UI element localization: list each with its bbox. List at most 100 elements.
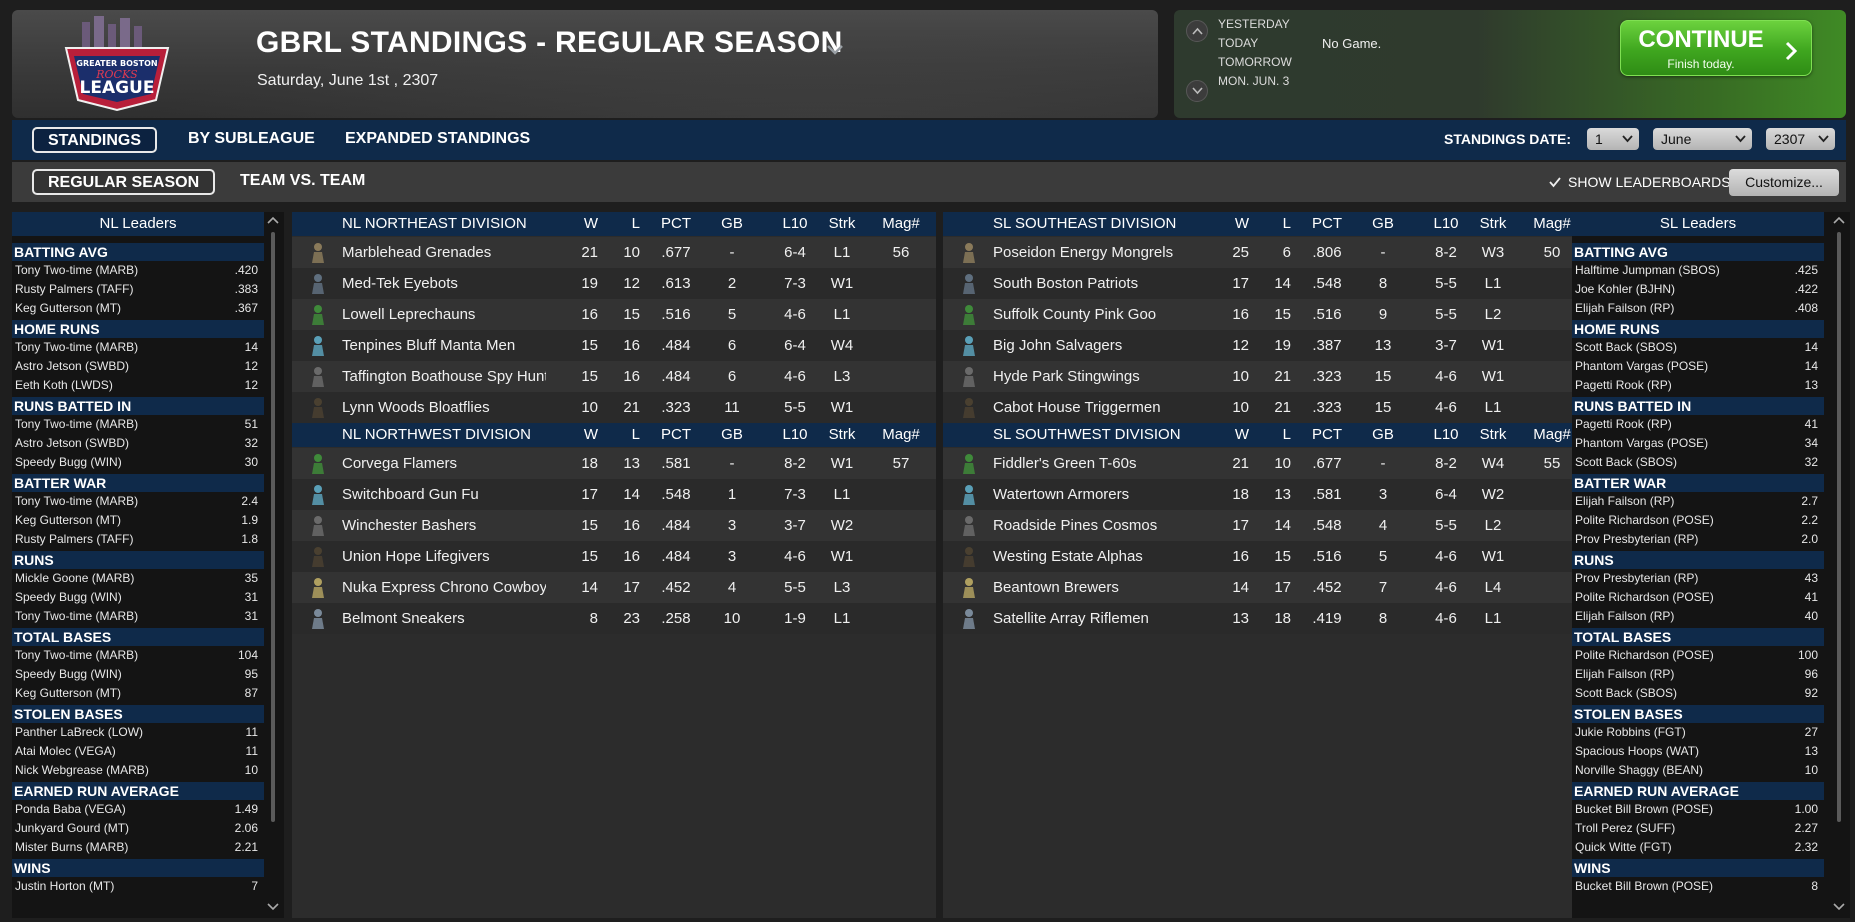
leader-row[interactable]: Phantom Vargas (POSE) 34 (1572, 434, 1824, 453)
column-header-gb[interactable]: GB (1372, 426, 1394, 443)
team-name[interactable]: Watertown Armorers (993, 486, 1130, 503)
show-leaderboards-checkbox[interactable] (1548, 175, 1562, 189)
leader-row[interactable]: Astro Jetson (SWBD) 32 (12, 434, 264, 453)
column-header-l10[interactable]: L10 (782, 426, 808, 443)
team-row[interactable]: Big John Salvagers 12 19 .387 13 3-7 W1 (943, 330, 1587, 361)
leader-row[interactable]: Scott Back (SBOS) 14 (1572, 338, 1824, 357)
column-header-gb[interactable]: GB (1372, 215, 1394, 232)
team-name[interactable]: Satellite Array Riflemen (993, 610, 1149, 627)
team-row[interactable]: Switchboard Gun Fu 17 14 .548 1 7-3 L1 (292, 479, 936, 510)
team-row[interactable]: Marblehead Grenades 21 10 .677 - 6-4 L1 56 (292, 237, 936, 268)
team-row[interactable]: Hyde Park Stingwings 10 21 .323 15 4-6 W1 (943, 361, 1587, 392)
leader-row[interactable]: Joe Kohler (BJHN) .422 (1572, 280, 1824, 299)
team-name[interactable]: Fiddler's Green T-60s (993, 455, 1137, 472)
leader-row[interactable]: Atai Molec (VEGA) 11 (12, 742, 264, 761)
leader-row[interactable]: Prov Presbyterian (RP) 2.0 (1572, 530, 1824, 549)
team-row[interactable]: Westing Estate Alphas 16 15 .516 5 4-6 W1 (943, 541, 1587, 572)
tab-standings[interactable]: STANDINGS (32, 127, 158, 153)
column-header-gb[interactable]: GB (721, 426, 743, 443)
leader-row[interactable]: Polite Richardson (POSE) 41 (1572, 588, 1824, 607)
schedule-day-tomorrow[interactable]: TOMORROW (1218, 55, 1292, 69)
leader-row[interactable]: Speedy Bugg (WIN) 31 (12, 588, 264, 607)
schedule-day-today[interactable]: TODAY (1218, 36, 1259, 50)
team-name[interactable]: Belmont Sneakers (342, 610, 465, 627)
leader-row[interactable]: Jukie Robbins (FGT) 27 (1572, 723, 1824, 742)
leader-row[interactable]: Pagetti Rook (RP) 13 (1572, 376, 1824, 395)
column-header-strk[interactable]: Strk (828, 215, 856, 232)
column-header-w[interactable]: W (1234, 426, 1249, 443)
leader-row[interactable]: Tony Two-time (MARB) .420 (12, 261, 264, 280)
team-name[interactable]: Beantown Brewers (993, 579, 1119, 596)
column-header-mag[interactable]: Mag# (1533, 215, 1571, 232)
schedule-up-button[interactable] (1186, 20, 1208, 42)
leader-row[interactable]: Troll Perez (SUFF) 2.27 (1572, 819, 1824, 838)
column-header-pct[interactable]: PCT (1312, 215, 1342, 232)
schedule-down-button[interactable] (1186, 80, 1208, 102)
leader-row[interactable]: Quick Witte (FGT) 2.32 (1572, 838, 1824, 857)
leader-row[interactable]: Speedy Bugg (WIN) 30 (12, 453, 264, 472)
leader-row[interactable]: Tony Two-time (MARB) 51 (12, 415, 264, 434)
scroll-up-icon[interactable] (266, 215, 280, 225)
team-row[interactable]: Beantown Brewers 14 17 .452 7 4-6 L4 (943, 572, 1587, 603)
team-row[interactable]: Med-Tek Eyebots 19 12 .613 2 7-3 W1 (292, 268, 936, 299)
column-header-strk[interactable]: Strk (828, 426, 856, 443)
column-header-pct[interactable]: PCT (661, 215, 691, 232)
tab-team-vs-team[interactable]: TEAM VS. TEAM (240, 172, 366, 189)
leader-row[interactable]: Scott Back (SBOS) 92 (1572, 684, 1824, 703)
leader-row[interactable]: Scott Back (SBOS) 32 (1572, 453, 1824, 472)
leader-row[interactable]: Pagetti Rook (RP) 41 (1572, 415, 1824, 434)
leader-row[interactable]: Justin Horton (MT) 7 (12, 877, 264, 896)
scroll-down-icon[interactable] (1832, 902, 1846, 912)
team-row[interactable]: Belmont Sneakers 8 23 .258 10 1-9 L1 (292, 603, 936, 634)
column-header-strk[interactable]: Strk (1479, 426, 1507, 443)
team-name[interactable]: Marblehead Grenades (342, 244, 492, 261)
leader-row[interactable]: Elijah Failson (RP) .408 (1572, 299, 1824, 318)
scroll-down-icon[interactable] (266, 902, 280, 912)
leader-row[interactable]: Tony Two-time (MARB) 31 (12, 607, 264, 626)
scroll-thumb[interactable] (271, 232, 275, 822)
column-header-gb[interactable]: GB (721, 215, 743, 232)
team-row[interactable]: Satellite Array Riflemen 13 18 .419 8 4-6 L1 (943, 603, 1587, 634)
leader-row[interactable]: Norville Shaggy (BEAN) 10 (1572, 761, 1824, 780)
team-name[interactable]: Nuka Express Chrono Cowboys (342, 579, 546, 596)
team-row[interactable]: Tenpines Bluff Manta Men 15 16 .484 6 6-4 W4 (292, 330, 936, 361)
leader-row[interactable]: Mister Burns (MARB) 2.21 (12, 838, 264, 857)
leader-row[interactable]: Polite Richardson (POSE) 2.2 (1572, 511, 1824, 530)
team-name[interactable]: Hyde Park Stingwings (993, 368, 1140, 385)
leader-row[interactable]: Phantom Vargas (POSE) 14 (1572, 357, 1824, 376)
column-header-w[interactable]: W (583, 426, 598, 443)
team-row[interactable]: Poseidon Energy Mongrels 25 6 .806 - 8-2 W3 50 (943, 237, 1587, 268)
show-leaderboards-label[interactable]: SHOW LEADERBOARDS (1568, 174, 1731, 190)
tab-by-subleague[interactable]: BY SUBLEAGUE (188, 130, 315, 147)
team-name[interactable]: Winchester Bashers (342, 517, 477, 534)
schedule-day-yesterday[interactable]: YESTERDAY (1218, 17, 1290, 31)
leader-row[interactable]: Keg Gutterson (MT) 1.9 (12, 511, 264, 530)
column-header-mag[interactable]: Mag# (882, 426, 920, 443)
team-row[interactable]: Fiddler's Green T-60s 21 10 .677 - 8-2 W4 55 (943, 448, 1587, 479)
scroll-up-icon[interactable] (1832, 215, 1846, 225)
leader-row[interactable]: Tony Two-time (MARB) 2.4 (12, 492, 264, 511)
column-header-l10[interactable]: L10 (782, 215, 808, 232)
leader-row[interactable]: Spacious Hoops (WAT) 13 (1572, 742, 1824, 761)
leader-row[interactable]: Astro Jetson (SWBD) 12 (12, 357, 264, 376)
team-name[interactable]: Corvega Flamers (342, 455, 458, 472)
leader-row[interactable]: Rusty Palmers (TAFF) .383 (12, 280, 264, 299)
team-row[interactable]: Nuka Express Chrono Cowboys 14 17 .452 4 5-5 L… (292, 572, 936, 603)
team-name[interactable]: Roadside Pines Cosmos (993, 517, 1158, 534)
column-header-w[interactable]: W (1234, 215, 1249, 232)
team-name[interactable]: Switchboard Gun Fu (342, 486, 479, 503)
leader-row[interactable]: Nick Webgrease (MARB) 10 (12, 761, 264, 780)
column-header-pct[interactable]: PCT (661, 426, 691, 443)
leader-row[interactable]: Bucket Bill Brown (POSE) 8 (1572, 877, 1824, 896)
team-row[interactable]: Suffolk County Pink Goo 16 15 .516 9 5-5 L2 (943, 299, 1587, 330)
leader-row[interactable]: Prov Presbyterian (RP) 43 (1572, 569, 1824, 588)
standings-month-select[interactable]: June (1653, 128, 1752, 150)
leader-row[interactable]: Junkyard Gourd (MT) 2.06 (12, 819, 264, 838)
team-name[interactable]: Med-Tek Eyebots (342, 275, 458, 292)
team-name[interactable]: Suffolk County Pink Goo (993, 306, 1157, 323)
team-name[interactable]: Union Hope Lifegivers (342, 548, 490, 565)
leader-row[interactable]: Elijah Failson (RP) 2.7 (1572, 492, 1824, 511)
team-name[interactable]: Lynn Woods Bloatflies (342, 399, 490, 416)
leader-row[interactable]: Elijah Failson (RP) 96 (1572, 665, 1824, 684)
team-name[interactable]: Westing Estate Alphas (993, 548, 1143, 565)
